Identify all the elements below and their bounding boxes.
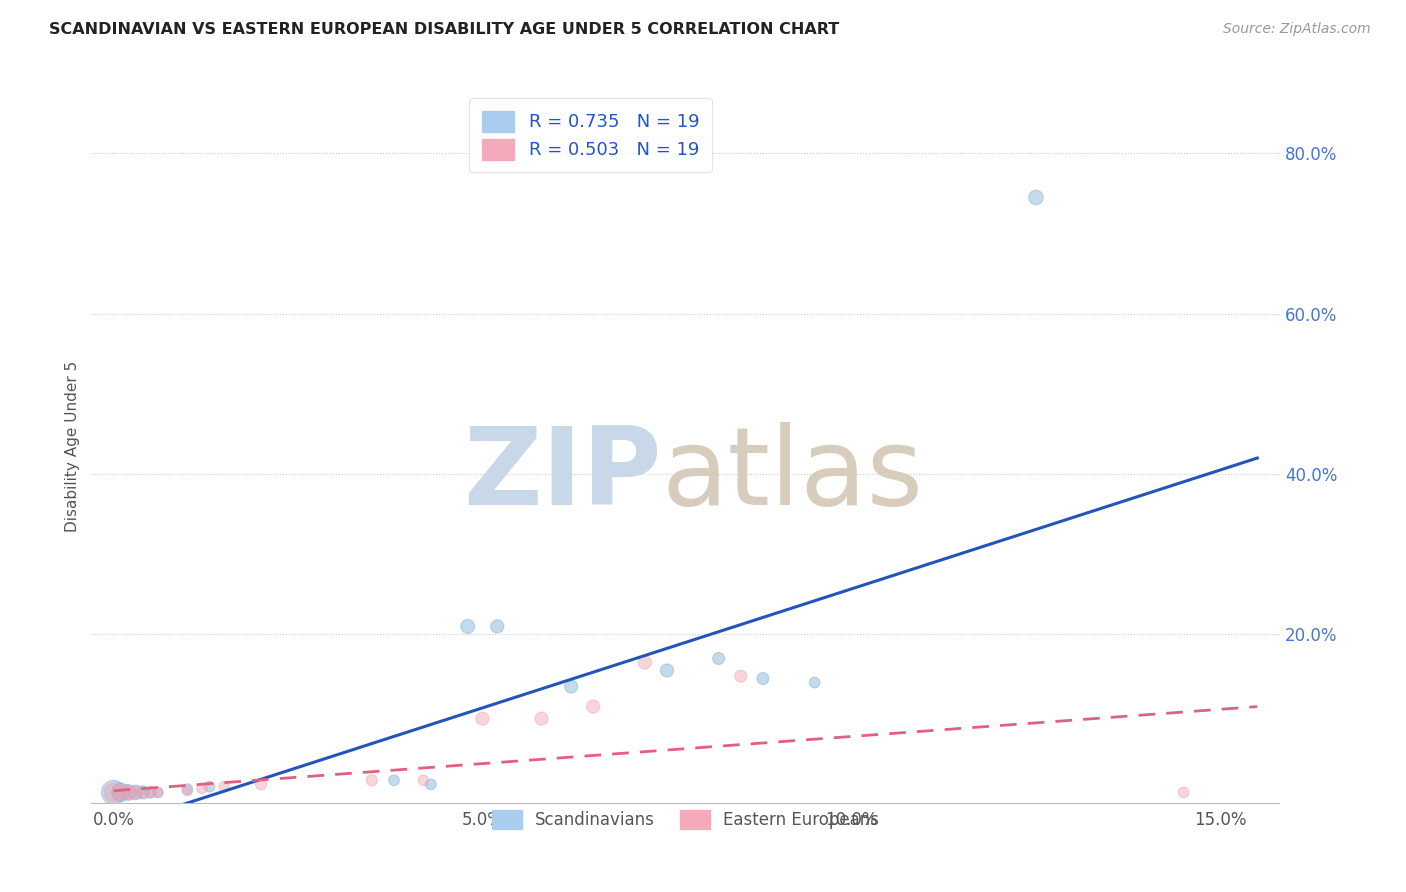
- Point: [139, 785, 162, 799]
- Point: [419, 777, 441, 791]
- Point: [146, 785, 169, 799]
- Text: atlas: atlas: [662, 422, 924, 527]
- Point: [582, 699, 605, 714]
- Point: [212, 780, 235, 794]
- Point: [103, 785, 125, 799]
- Point: [198, 780, 221, 794]
- Point: [560, 680, 582, 694]
- Point: [752, 672, 775, 686]
- Text: SCANDINAVIAN VS EASTERN EUROPEAN DISABILITY AGE UNDER 5 CORRELATION CHART: SCANDINAVIAN VS EASTERN EUROPEAN DISABIL…: [49, 22, 839, 37]
- Point: [360, 773, 382, 788]
- Point: [412, 773, 434, 788]
- Point: [457, 619, 479, 633]
- Point: [803, 675, 825, 690]
- Point: [124, 785, 146, 799]
- Point: [730, 669, 752, 683]
- Y-axis label: Disability Age Under 5: Disability Age Under 5: [65, 360, 80, 532]
- Point: [191, 781, 214, 796]
- Point: [1025, 190, 1047, 204]
- Legend: Scandinavians, Eastern Europeans: Scandinavians, Eastern Europeans: [479, 798, 891, 841]
- Point: [103, 785, 125, 799]
- Point: [634, 656, 657, 670]
- Point: [382, 773, 405, 788]
- Point: [132, 785, 155, 799]
- Point: [124, 785, 146, 799]
- Point: [176, 784, 198, 798]
- Point: [530, 712, 553, 726]
- Point: [132, 785, 155, 799]
- Point: [1173, 785, 1195, 799]
- Point: [655, 664, 678, 678]
- Point: [250, 777, 273, 791]
- Point: [110, 785, 132, 799]
- Point: [707, 651, 730, 665]
- Point: [117, 785, 139, 799]
- Point: [471, 712, 494, 726]
- Point: [486, 619, 509, 633]
- Point: [176, 782, 198, 797]
- Text: ZIP: ZIP: [463, 422, 662, 527]
- Point: [117, 785, 139, 799]
- Point: [110, 785, 132, 799]
- Text: Source: ZipAtlas.com: Source: ZipAtlas.com: [1223, 22, 1371, 37]
- Point: [139, 785, 162, 799]
- Point: [146, 785, 169, 799]
